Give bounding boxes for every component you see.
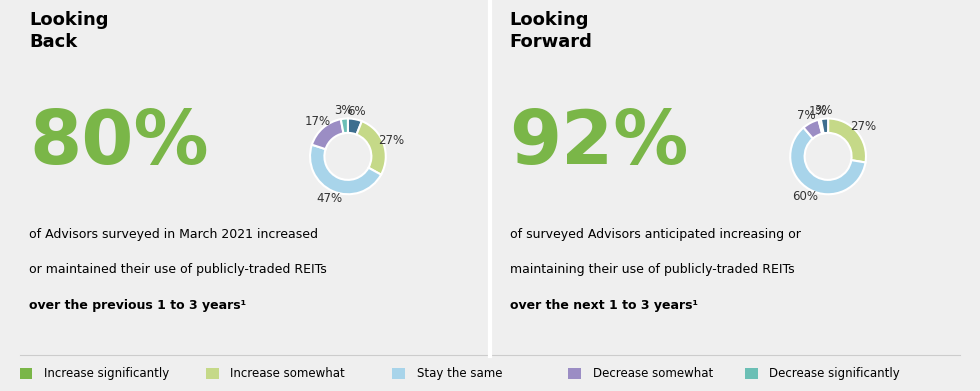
Wedge shape [310,145,381,194]
Text: 60%: 60% [793,190,818,203]
Wedge shape [348,118,362,135]
Text: 92%: 92% [510,107,689,180]
Wedge shape [828,118,866,162]
Text: 6%: 6% [347,104,366,118]
Text: over the next 1 to 3 years¹: over the next 1 to 3 years¹ [510,299,698,312]
Wedge shape [804,120,822,138]
Text: 80%: 80% [29,107,209,180]
FancyBboxPatch shape [20,368,32,379]
Text: 3%: 3% [334,104,353,117]
FancyBboxPatch shape [745,368,758,379]
Wedge shape [341,118,348,133]
Text: maintaining their use of publicly-traded REITs: maintaining their use of publicly-traded… [510,263,794,276]
Text: Decrease significantly: Decrease significantly [769,367,900,380]
Wedge shape [357,121,386,175]
Text: Decrease somewhat: Decrease somewhat [593,367,713,380]
Text: 47%: 47% [317,192,343,205]
Text: 7%: 7% [798,109,816,122]
Text: 27%: 27% [378,134,405,147]
Wedge shape [818,119,823,134]
Text: 1%: 1% [808,105,827,118]
Text: or maintained their use of publicly-traded REITs: or maintained their use of publicly-trad… [29,263,326,276]
Text: of Advisors surveyed in March 2021 increased: of Advisors surveyed in March 2021 incre… [29,228,318,241]
Text: 17%: 17% [304,115,330,128]
FancyBboxPatch shape [206,368,219,379]
Text: Looking
Forward: Looking Forward [510,11,593,51]
Text: Looking
Back: Looking Back [29,11,109,51]
Text: Increase significantly: Increase significantly [44,367,170,380]
Text: Stay the same: Stay the same [416,367,502,380]
Text: over the previous 1 to 3 years¹: over the previous 1 to 3 years¹ [29,299,246,312]
Wedge shape [821,118,828,133]
Wedge shape [312,119,344,149]
Text: 3%: 3% [814,104,833,117]
FancyBboxPatch shape [568,368,581,379]
Wedge shape [790,127,865,194]
FancyBboxPatch shape [392,368,405,379]
Text: Increase somewhat: Increase somewhat [230,367,345,380]
Text: of surveyed Advisors anticipated increasing or: of surveyed Advisors anticipated increas… [510,228,801,241]
Text: 27%: 27% [851,120,876,133]
